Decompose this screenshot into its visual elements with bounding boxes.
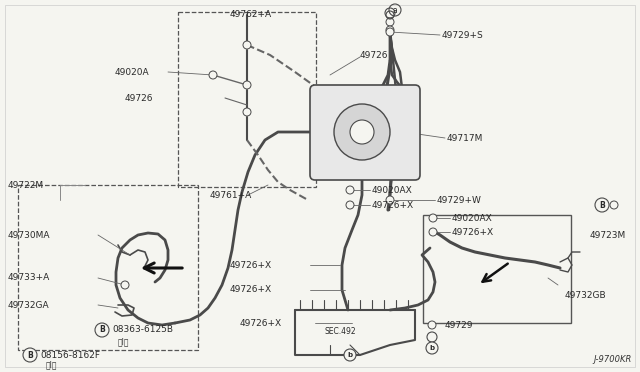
Text: 49730MA: 49730MA xyxy=(8,231,51,240)
Text: 49726+X: 49726+X xyxy=(452,228,494,237)
Circle shape xyxy=(243,81,251,89)
Text: a: a xyxy=(392,6,397,15)
Circle shape xyxy=(426,342,438,354)
Circle shape xyxy=(595,198,609,212)
Circle shape xyxy=(243,41,251,49)
Bar xyxy=(18,185,198,350)
Circle shape xyxy=(344,349,356,361)
FancyBboxPatch shape xyxy=(310,85,420,180)
Text: SEC.490: SEC.490 xyxy=(346,128,378,137)
Text: 49729: 49729 xyxy=(445,321,474,330)
Circle shape xyxy=(429,214,437,222)
Circle shape xyxy=(386,18,394,26)
Text: 49733+A: 49733+A xyxy=(8,273,51,282)
Text: 49020A: 49020A xyxy=(115,67,150,77)
Text: 49726: 49726 xyxy=(360,51,388,60)
Circle shape xyxy=(346,201,354,209)
Text: 49726+X: 49726+X xyxy=(372,201,414,209)
Text: 49729+S: 49729+S xyxy=(442,31,484,39)
Circle shape xyxy=(23,348,37,362)
Text: 49729+W: 49729+W xyxy=(437,196,482,205)
Text: 49020AX: 49020AX xyxy=(372,186,413,195)
Circle shape xyxy=(610,201,618,209)
Text: 49726+X: 49726+X xyxy=(230,285,272,295)
Text: 08363-6125B: 08363-6125B xyxy=(112,326,173,334)
Circle shape xyxy=(386,196,394,204)
Text: SEC.492: SEC.492 xyxy=(324,327,356,337)
Text: B: B xyxy=(99,326,105,334)
Circle shape xyxy=(346,186,354,194)
Text: 49722M: 49722M xyxy=(8,180,44,189)
Text: 49020AX: 49020AX xyxy=(452,214,493,222)
Text: 08156-8162F: 08156-8162F xyxy=(40,350,100,359)
Circle shape xyxy=(95,323,109,337)
Circle shape xyxy=(350,120,374,144)
Circle shape xyxy=(429,228,437,236)
Text: 49723M: 49723M xyxy=(590,231,627,240)
Text: 49732GB: 49732GB xyxy=(565,291,607,299)
Circle shape xyxy=(243,108,251,116)
Text: 49726: 49726 xyxy=(125,93,154,103)
Text: 49717M: 49717M xyxy=(447,134,483,142)
Text: （I）: （I） xyxy=(118,337,129,346)
Text: B: B xyxy=(27,350,33,359)
Circle shape xyxy=(209,71,217,79)
Bar xyxy=(178,12,316,187)
Bar xyxy=(423,215,571,323)
Text: b: b xyxy=(429,345,435,351)
Circle shape xyxy=(334,104,390,160)
Text: 49762+A: 49762+A xyxy=(230,10,272,19)
Circle shape xyxy=(121,281,129,289)
Text: b: b xyxy=(348,352,353,358)
Circle shape xyxy=(386,28,394,36)
Text: 49761+A: 49761+A xyxy=(210,190,252,199)
Text: B: B xyxy=(599,201,605,209)
Text: 49732GA: 49732GA xyxy=(8,301,50,310)
Text: （I）: （I） xyxy=(46,360,58,369)
Text: 49726+X: 49726+X xyxy=(230,260,272,269)
Text: J-9700KR: J-9700KR xyxy=(594,355,632,364)
Circle shape xyxy=(428,321,436,329)
Circle shape xyxy=(386,26,394,34)
Text: 49726+X: 49726+X xyxy=(240,318,282,327)
